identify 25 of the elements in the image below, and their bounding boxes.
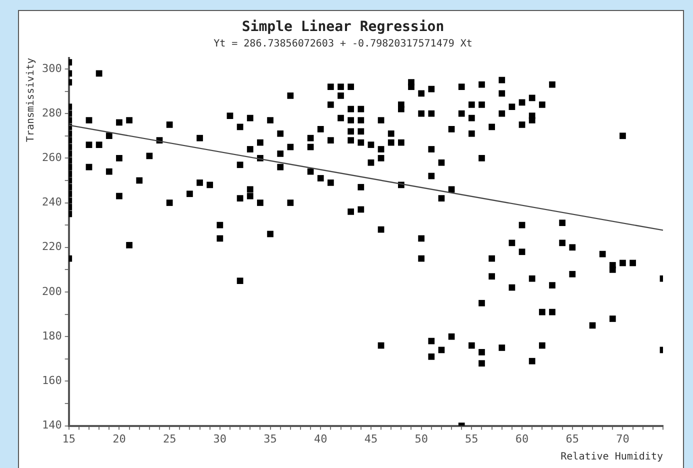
x-tick-label: 25 [162, 432, 176, 446]
y-tick-label: 300 [42, 62, 62, 75]
x-tick-label: 50 [414, 432, 428, 446]
x-axis-title: Relative Humidity [560, 452, 663, 463]
x-tick-label: 35 [264, 432, 277, 446]
y-tick-label: 280 [42, 106, 62, 120]
y-tick-label: 160 [42, 374, 62, 388]
x-tick-label: 70 [616, 432, 630, 446]
x-tick-label: 45 [364, 432, 378, 446]
y-tick-label: 180 [42, 329, 62, 342]
y-tick-label: 200 [42, 284, 62, 298]
x-tick-label: 55 [465, 432, 478, 446]
y-tick-label: 140 [42, 418, 62, 432]
chart-title: Simple Linear Regression [242, 19, 444, 36]
x-tick-label: 40 [314, 432, 328, 446]
y-tick-label: 220 [42, 240, 62, 254]
chart-subtitle: Yt = 286.73856072603 + -0.79820317571479 Xt [214, 38, 472, 50]
x-tick-label: 15 [62, 432, 76, 446]
y-tick-label: 260 [42, 151, 62, 164]
x-tick-label: 65 [566, 432, 579, 446]
x-tick-label: 30 [213, 432, 227, 446]
y-axis-title: Transmissivity [26, 58, 37, 142]
x-tick-label: 60 [515, 432, 529, 446]
y-tick-label: 240 [42, 196, 62, 209]
x-tick-label: 20 [112, 432, 126, 446]
